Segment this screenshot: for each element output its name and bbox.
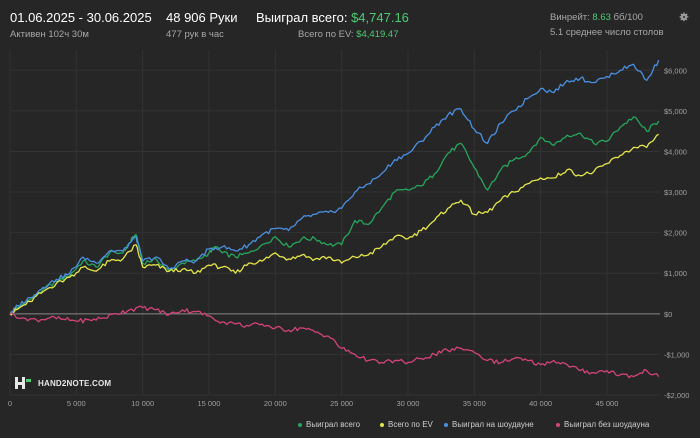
x-tick-label: 25 000 (330, 399, 353, 408)
legend-dot-icon (556, 422, 560, 427)
ev-total: Всего по EV: $4,419.47 (298, 29, 409, 41)
legend-label: Всего по EV (388, 420, 433, 429)
y-gridlines (10, 69, 660, 396)
y-tick-label: -$1,000 (664, 350, 689, 359)
legend-item[interactable]: Всего по EV (380, 420, 433, 429)
legend-dot-icon (444, 422, 448, 427)
x-tick-label: 5 000 (67, 399, 86, 408)
ev-total-label: Всего по EV: (298, 29, 357, 40)
legend-label: Выиграл всего (306, 420, 361, 429)
hands-count: 48 906 Руки (166, 10, 238, 25)
legend-item[interactable]: Выиграл всего (298, 420, 360, 429)
won-total-label: Выиграл всего: (256, 10, 352, 25)
x-tick-label: 0 (8, 399, 12, 408)
hand2note-logo: HAND2NOTE.COM (14, 376, 111, 390)
x-tick-label: 35 000 (463, 399, 486, 408)
y-tick-label: $3,000 (664, 188, 687, 197)
legend-label: Выиграл на шоудауне (452, 420, 534, 429)
legend-dot-icon (380, 422, 384, 427)
series-line-2 (9, 59, 660, 315)
x-tick-label: 20 000 (264, 399, 287, 408)
winrate-label: Винрейт: (550, 12, 593, 23)
hands-block: 48 906 Руки 477 рук в час (166, 0, 238, 41)
winnings-block: Выиграл всего: $4,747.16 Всего по EV: $4… (256, 0, 409, 41)
won-total-value: $4,747.16 (351, 10, 409, 25)
won-total: Выиграл всего: $4,747.16 (256, 10, 409, 26)
y-tick-label: $1,000 (664, 269, 687, 278)
y-tick-label: $5,000 (664, 107, 687, 116)
x-tick-label: 40 000 (529, 399, 552, 408)
date-block: 01.06.2025 - 30.06.2025 Активен 102ч 30м (10, 0, 152, 41)
date-range[interactable]: 01.06.2025 - 30.06.2025 (10, 10, 152, 25)
legend-label: Выиграл без шоудауна (564, 420, 650, 429)
series-line-1 (9, 133, 659, 316)
series-lines (9, 59, 660, 379)
chart-legend: Выиграл всего Всего по EV Выиграл на шоуда… (290, 420, 690, 434)
hand2note-logo-icon (15, 377, 31, 389)
hands-per-hour: 477 рук в час (166, 29, 224, 40)
active-time: Активен 102ч 30м (10, 29, 89, 40)
y-tick-label: $6,000 (664, 66, 687, 75)
x-tick-label: 30 000 (396, 399, 419, 408)
legend-item[interactable]: Выиграл без шоудауна (556, 420, 649, 429)
gear-icon[interactable] (678, 11, 690, 23)
y-tick-label: $2,000 (664, 229, 687, 238)
x-tick-label: 15 000 (198, 399, 221, 408)
x-tick-label: 45 000 (595, 399, 618, 408)
winrate-block: Винрейт: 8.63 бб/100 5.1 среднее число с… (550, 0, 670, 39)
series-line-3 (9, 305, 660, 379)
x-tick-labels: 0 5 000 10 000 15 000 20 000 25 000 30 000 35 0… (8, 399, 619, 408)
winrate-suffix: бб/100 (610, 12, 643, 23)
x-gridlines (9, 50, 608, 395)
y-tick-labels: -$2,000 -$1,000 $0 $1,000 $2,000 $3,000 $4,000… (664, 66, 689, 400)
y-tick-label: -$2,000 (664, 391, 689, 400)
y-tick-label: $0 (664, 310, 672, 319)
y-tick-label: $4,000 (664, 147, 687, 156)
x-tick-label: 10 000 (131, 399, 154, 408)
winrate-value: 8.63 (592, 12, 611, 23)
legend-dot-icon (298, 422, 302, 427)
logo-text: HAND2NOTE.COM (38, 379, 112, 388)
legend-item[interactable]: Выиграл на шоудауне (444, 420, 534, 429)
avg-tables: 5.1 среднее число столов (550, 27, 664, 38)
ev-total-value: $4,419.47 (356, 29, 399, 40)
series-line-0 (9, 116, 660, 315)
summary-header: 01.06.2025 - 30.06.2025 Активен 102ч 30м… (0, 0, 700, 44)
winrate: Винрейт: 8.63 бб/100 (550, 12, 670, 24)
